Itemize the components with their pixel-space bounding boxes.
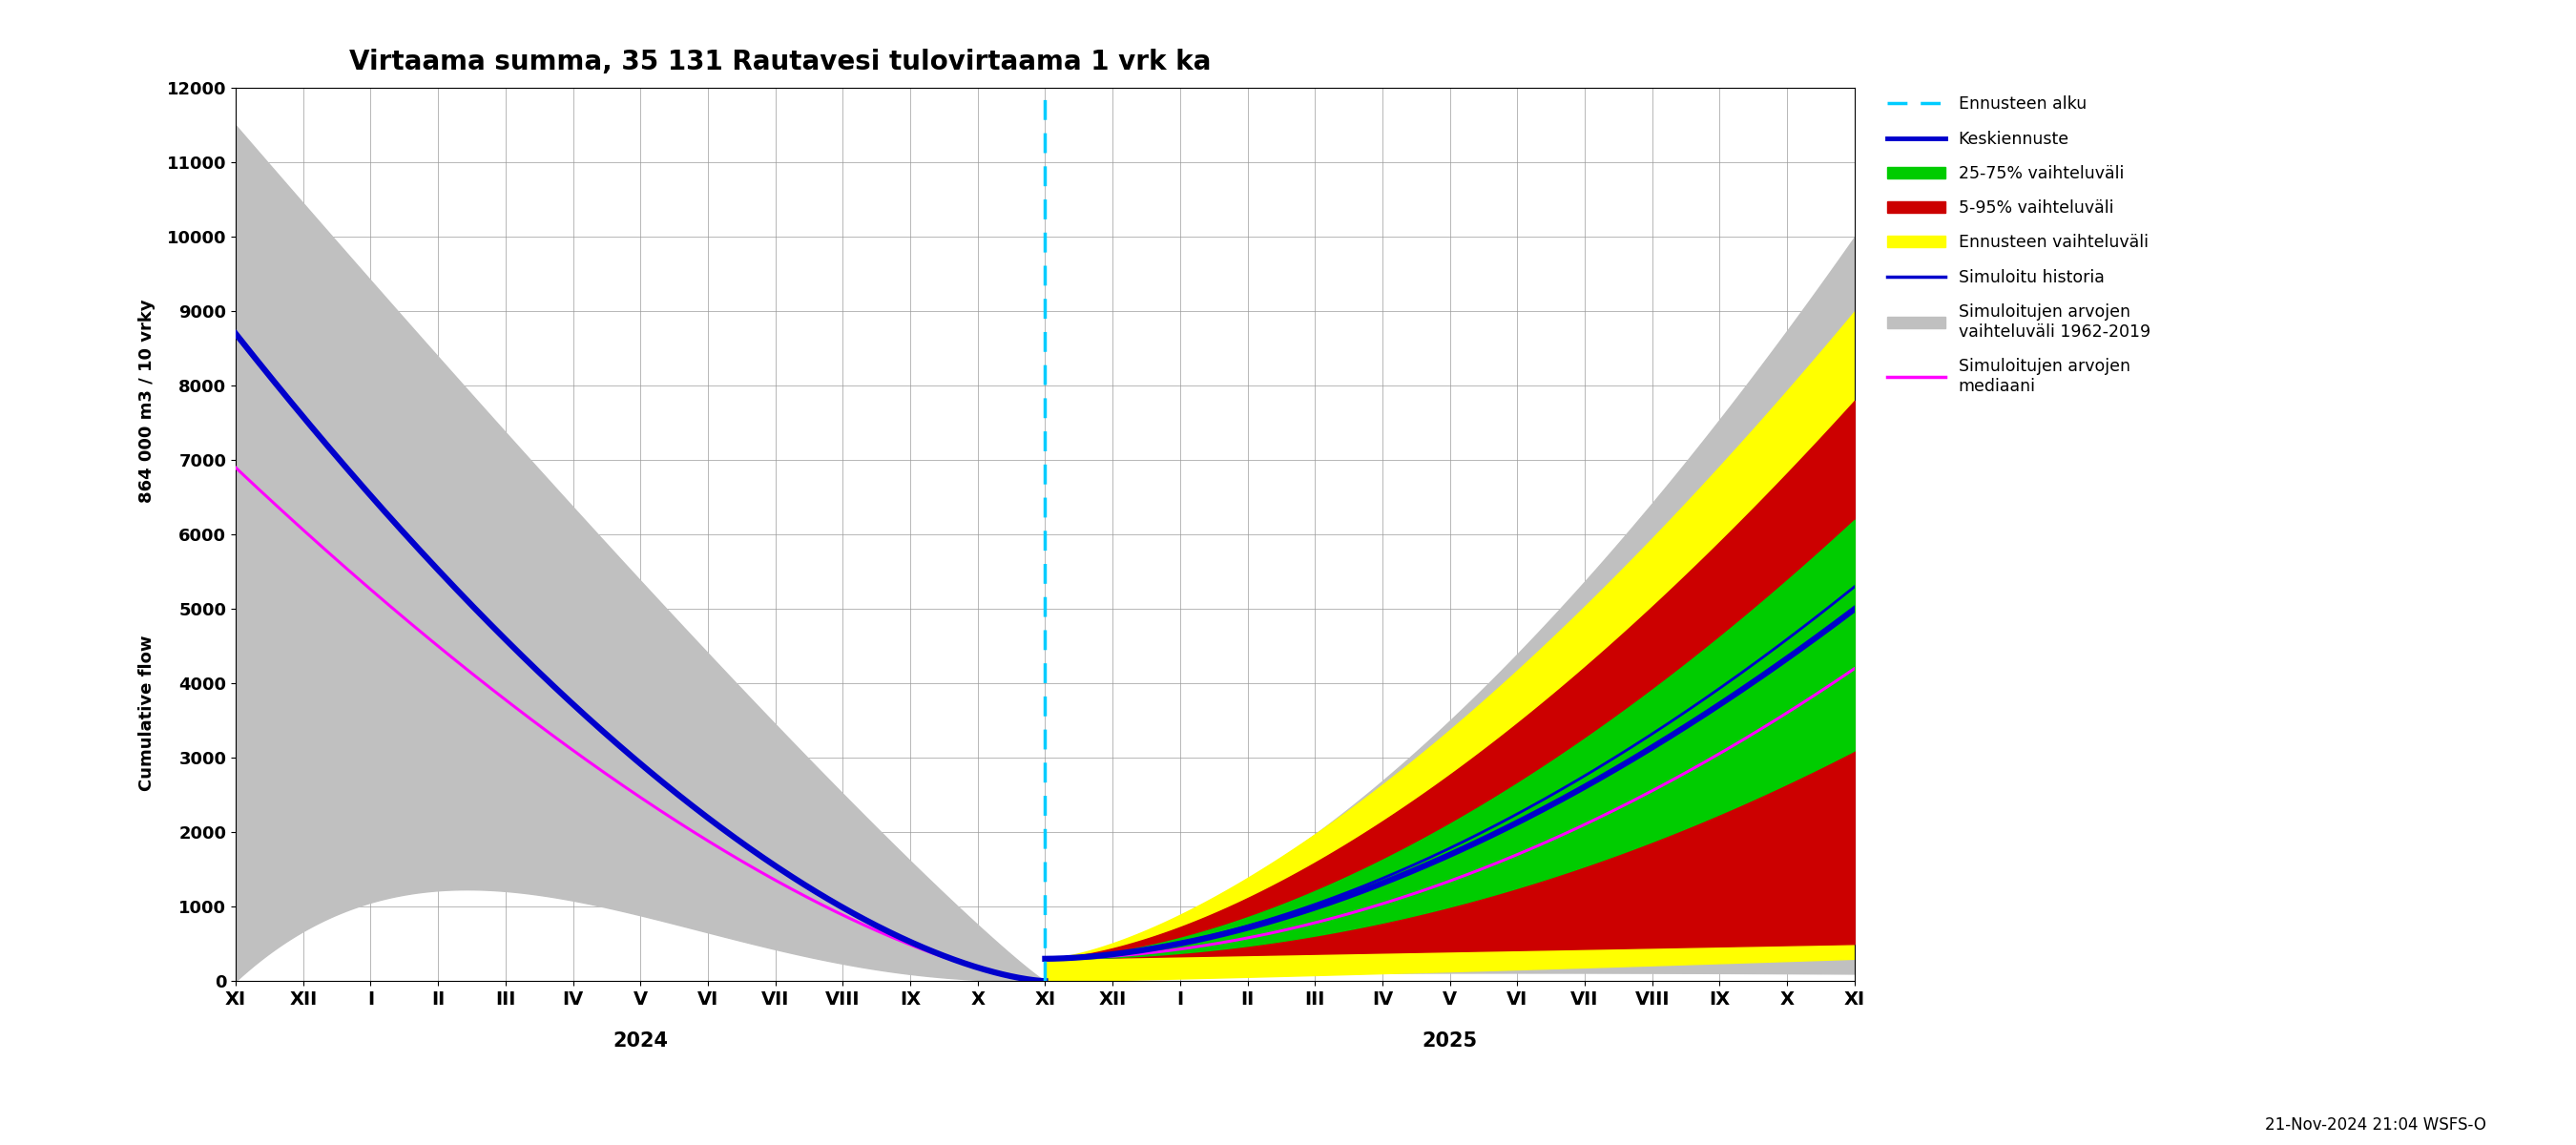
Text: 21-Nov-2024 21:04 WSFS-O: 21-Nov-2024 21:04 WSFS-O	[2264, 1116, 2486, 1134]
Text: Cumulative flow: Cumulative flow	[139, 635, 155, 791]
Text: 864 000 m3 / 10 vrky: 864 000 m3 / 10 vrky	[139, 299, 155, 503]
Text: Virtaama summa, 35 131 Rautavesi tulovirtaama 1 vrk ka: Virtaama summa, 35 131 Rautavesi tulovir…	[350, 48, 1211, 76]
Text: 2025: 2025	[1422, 1032, 1479, 1051]
Text: 2024: 2024	[613, 1032, 667, 1051]
Legend: Ennusteen alku, Keskiennuste, 25-75% vaihteluväli, 5-95% vaihteluväli, Ennusteen: Ennusteen alku, Keskiennuste, 25-75% vai…	[1878, 87, 2159, 403]
